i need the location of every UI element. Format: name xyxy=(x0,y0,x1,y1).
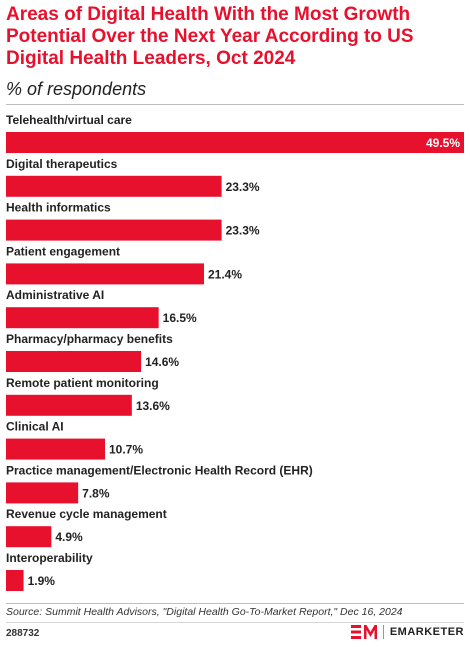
category-label: Digital therapeutics xyxy=(6,157,118,171)
bar-chart: Telehealth/virtual care 49.5% Digital ther… xyxy=(6,113,464,591)
value-label: 14.6% xyxy=(145,355,179,369)
footer-divider xyxy=(6,603,464,604)
category-label: Health informatics xyxy=(6,201,111,215)
chart-subtitle: % of respondents xyxy=(6,79,147,99)
category-label: Remote patient monitoring xyxy=(6,376,159,390)
brand-name: EMARKETER xyxy=(389,626,464,638)
header-divider xyxy=(6,104,464,105)
category-label: Revenue cycle management xyxy=(6,507,167,521)
bar xyxy=(6,351,142,372)
value-label: 23.3% xyxy=(226,180,260,194)
category-label: Patient engagement xyxy=(6,244,120,258)
value-label: 10.7% xyxy=(109,443,143,457)
value-label: 4.9% xyxy=(55,530,83,544)
value-label: 13.6% xyxy=(136,399,170,413)
bar xyxy=(6,570,24,591)
bar xyxy=(6,526,52,548)
bar xyxy=(6,482,79,504)
bar xyxy=(6,219,222,241)
bar xyxy=(6,263,205,285)
category-label: Administrative AI xyxy=(6,288,104,302)
bar xyxy=(6,132,464,153)
category-label: Interoperability xyxy=(6,551,93,565)
category-label: Practice management/Electronic Health Re… xyxy=(6,463,313,477)
chart-id: 288732 xyxy=(6,628,40,639)
bar xyxy=(6,438,106,460)
logo-divider xyxy=(382,625,384,639)
value-label: 23.3% xyxy=(226,224,260,238)
value-label: 7.8% xyxy=(82,486,110,500)
bar xyxy=(6,394,132,416)
chart-title: Areas of Digital Health With the Most Gr… xyxy=(6,4,414,69)
value-label: 1.9% xyxy=(28,574,56,588)
footer-rule xyxy=(6,622,464,623)
category-label: Pharmacy/pharmacy benefits xyxy=(6,332,173,346)
bar xyxy=(6,175,222,197)
category-label: Telehealth/virtual care xyxy=(6,113,132,127)
value-label: 49.5% xyxy=(426,136,460,150)
category-label: Clinical AI xyxy=(6,420,64,434)
em-logo-icon xyxy=(350,625,377,639)
source-note: Source: Summit Health Advisors, "Digital… xyxy=(6,606,403,618)
value-label: 16.5% xyxy=(163,311,197,325)
bar xyxy=(6,307,159,329)
value-label: 21.4% xyxy=(208,267,242,281)
emarketer-logo: EMARKETER xyxy=(350,625,464,639)
